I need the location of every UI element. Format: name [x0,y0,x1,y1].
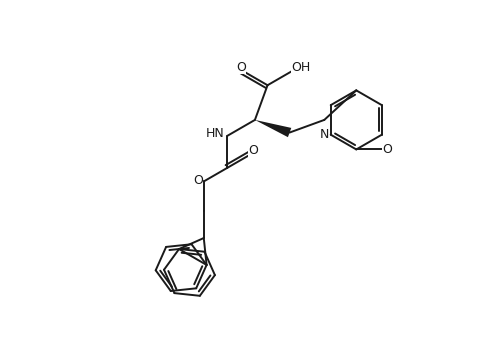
Polygon shape [255,120,292,137]
Text: O: O [248,144,258,158]
Text: O: O [236,61,246,74]
Text: O: O [193,174,203,187]
Text: OH: OH [291,61,310,74]
Text: N: N [320,128,329,141]
Text: HN: HN [206,127,225,140]
Text: O: O [382,143,392,156]
